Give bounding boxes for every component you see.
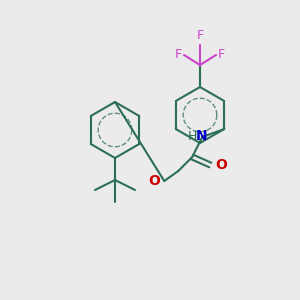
Text: O: O bbox=[215, 158, 227, 172]
Text: H: H bbox=[188, 130, 197, 142]
Text: F: F bbox=[218, 49, 225, 62]
Text: O: O bbox=[148, 174, 160, 188]
Text: F: F bbox=[196, 29, 204, 42]
Text: N: N bbox=[195, 129, 207, 143]
Text: F: F bbox=[175, 49, 182, 62]
